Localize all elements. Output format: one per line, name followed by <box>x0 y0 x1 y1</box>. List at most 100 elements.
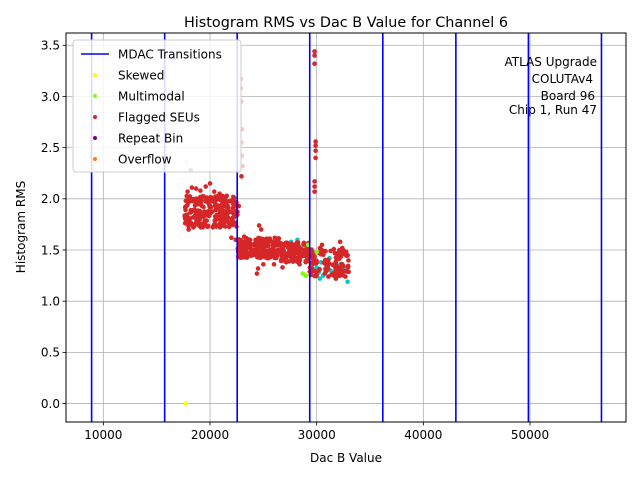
y-tick-label: 0.5 <box>41 346 60 360</box>
flagged-seu-point <box>189 198 195 204</box>
x-axis-label: Dac B Value <box>310 451 382 465</box>
flagged-seu-point <box>312 273 317 279</box>
legend-marker-swatch <box>93 73 97 77</box>
flagged-seu-point <box>238 239 243 244</box>
flagged-seu-point <box>331 246 337 252</box>
flagged-seu-point <box>333 255 339 260</box>
data-point <box>329 272 334 277</box>
annotation-line-1: ATLAS Upgrade <box>504 55 597 69</box>
flagged-seu-point <box>257 242 262 247</box>
legend: MDAC Transitions Skewed Multimodal Flagged … <box>72 39 242 173</box>
data-point <box>313 148 318 154</box>
flagged-seu-point <box>213 207 219 212</box>
y-tick-label: 0.0 <box>41 397 60 411</box>
data-point <box>345 279 350 285</box>
data-point <box>280 265 285 270</box>
data-points <box>182 49 351 406</box>
annotation-line-3: Board 96 <box>541 89 595 103</box>
data-point <box>339 245 345 251</box>
legend-marker-swatch <box>93 94 97 98</box>
legend-label: Flagged SEUs <box>118 111 200 125</box>
flagged-seu-point <box>295 244 301 250</box>
flagged-seu-point <box>286 259 292 264</box>
data-point <box>207 181 213 186</box>
data-point <box>258 227 264 232</box>
data-point <box>211 189 217 194</box>
flagged-seu-point <box>225 207 231 213</box>
flagged-seu-point <box>335 250 340 256</box>
flagged-seu-point <box>264 236 270 242</box>
flagged-seu-point <box>205 211 211 216</box>
flagged-seu-point <box>222 215 228 220</box>
flagged-seu-point <box>182 213 188 218</box>
data-point <box>333 276 339 281</box>
data-point <box>189 185 195 190</box>
flagged-seu-point <box>191 224 196 230</box>
data-point <box>312 189 317 194</box>
flagged-seu-point <box>290 259 296 264</box>
legend-label: Overflow <box>118 153 172 167</box>
data-point <box>203 184 209 189</box>
flagged-seu-point <box>214 216 219 222</box>
flagged-seu-point <box>282 254 288 260</box>
flagged-seu-point <box>282 251 288 257</box>
data-point <box>312 61 317 67</box>
flagged-seu-point <box>326 261 332 266</box>
flagged-seu-point <box>295 258 300 264</box>
flagged-seu-point <box>334 263 339 269</box>
data-point <box>313 139 318 144</box>
data-point <box>303 273 309 278</box>
flagged-seu-point <box>246 245 252 251</box>
flagged-seu-point <box>202 218 207 223</box>
flagged-seu-point <box>196 223 202 228</box>
x-tick-label: 30000 <box>298 428 336 442</box>
data-point <box>271 262 277 267</box>
flagged-seu-point <box>344 253 349 259</box>
flagged-seu-point <box>194 200 200 206</box>
flagged-seu-point <box>202 221 208 227</box>
data-point <box>261 262 266 267</box>
flagged-seu-point <box>196 216 202 222</box>
flagged-seu-point <box>219 195 224 201</box>
flagged-seu-point <box>325 257 331 263</box>
flagged-seu-point <box>342 268 348 274</box>
legend-marker-swatch <box>93 136 97 140</box>
flagged-seu-point <box>311 259 316 265</box>
flagged-seu-point <box>221 222 227 227</box>
flagged-seu-point <box>261 246 266 251</box>
legend-label: Multimodal <box>118 90 185 104</box>
flagged-seu-point <box>198 200 204 205</box>
flagged-seu-point <box>213 197 218 202</box>
legend-label: MDAC Transitions <box>118 48 222 62</box>
flagged-seu-point <box>204 197 210 202</box>
legend-label: Skewed <box>118 69 164 83</box>
y-tick-label: 2.5 <box>41 141 60 155</box>
flagged-seu-point <box>303 259 308 265</box>
data-point <box>343 274 348 279</box>
y-tick-label: 3.0 <box>41 90 60 104</box>
data-point <box>229 235 234 241</box>
legend-box <box>72 39 242 173</box>
flagged-seu-point <box>317 266 322 272</box>
flagged-seu-point <box>286 244 291 249</box>
x-tick-label: 20000 <box>191 428 229 442</box>
data-point <box>313 155 318 161</box>
flagged-seu-point <box>224 199 230 204</box>
data-point <box>241 234 247 240</box>
flagged-seu-point <box>274 253 280 259</box>
data-point <box>193 186 199 191</box>
flagged-seu-point <box>237 248 243 254</box>
flagged-seu-point <box>221 204 227 209</box>
flagged-seu-point <box>225 219 230 224</box>
flagged-seu-point <box>243 243 248 248</box>
legend-marker-swatch <box>93 115 97 119</box>
flagged-seu-point <box>247 252 253 258</box>
legend-marker-swatch <box>93 157 97 161</box>
x-axis-ticks: 10000 20000 30000 40000 50000 <box>84 422 549 442</box>
flagged-seu-point <box>295 240 301 245</box>
run-annotation: ATLAS Upgrade COLUTAv4 Board 96 Chip 1, … <box>504 55 597 117</box>
data-point <box>337 239 343 245</box>
flagged-seu-point <box>230 194 236 200</box>
flagged-seu-point <box>325 266 331 272</box>
